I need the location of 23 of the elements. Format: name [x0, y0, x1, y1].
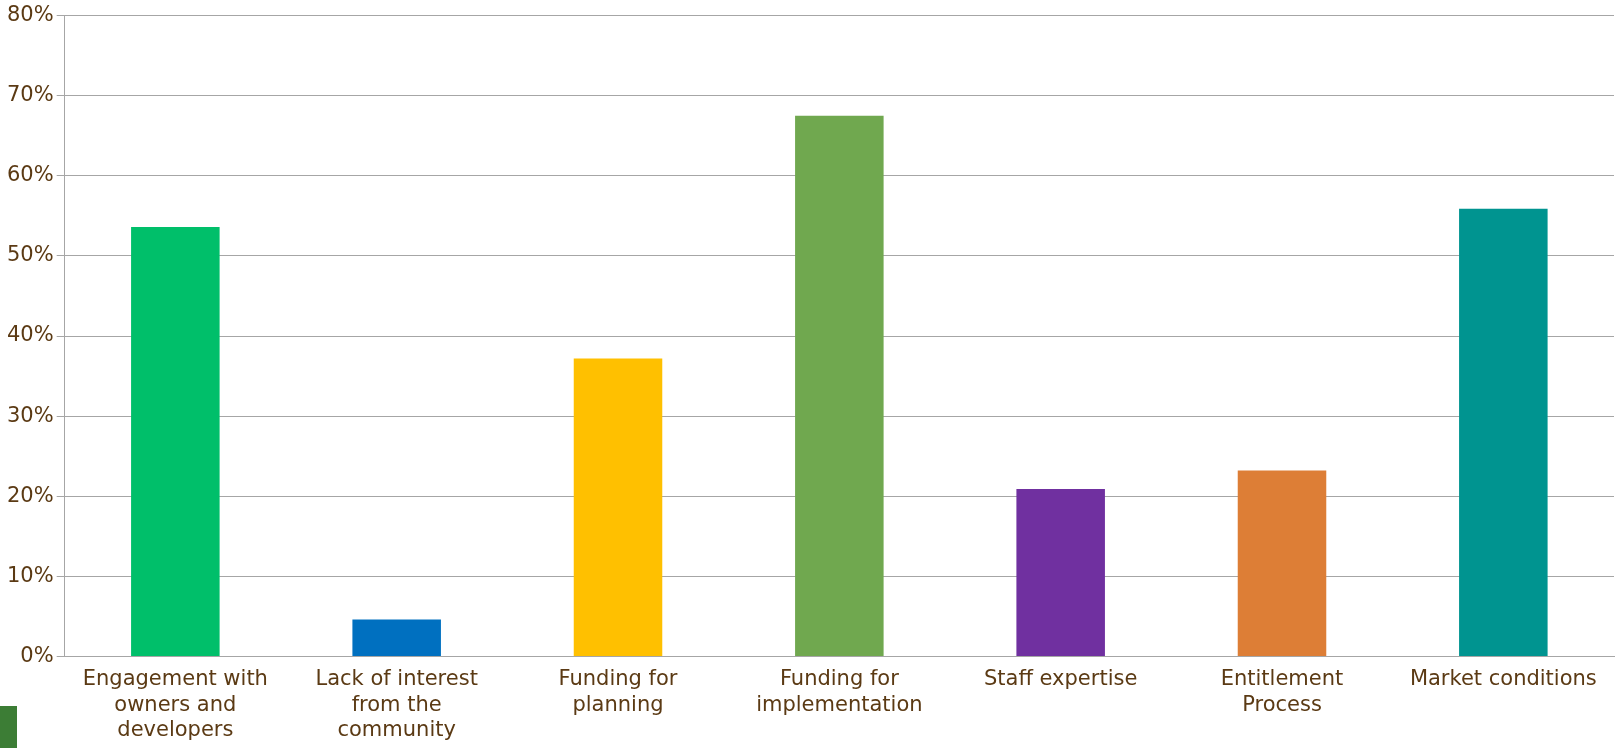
x-tick-label: Engagement with owners and developers [82, 666, 268, 741]
x-tick-label: Market conditions [1409, 666, 1597, 691]
y-tick-label: 80% [6, 2, 54, 27]
x-tick-label: Funding for planning [558, 666, 678, 716]
y-tick-label: 50% [6, 242, 54, 267]
y-tick-label: 10% [6, 562, 54, 587]
y-tick-label: 40% [6, 322, 54, 347]
y-tick-label: 60% [6, 162, 54, 187]
bar [1459, 208, 1548, 656]
bar [131, 227, 220, 656]
bar [1237, 470, 1327, 656]
y-tick-label: 30% [6, 402, 54, 427]
x-tick-label: Lack of interest from the community [315, 666, 478, 741]
bar [352, 619, 441, 656]
y-tick-label: 20% [6, 482, 54, 507]
x-tick-label: Funding for implementation [756, 666, 923, 716]
x-tick-label: Entitlement Process [1220, 666, 1344, 716]
bar [795, 115, 884, 656]
y-tick-label: 0% [20, 642, 54, 667]
x-tick-label: Staff expertise [983, 666, 1138, 691]
bar [1016, 488, 1105, 656]
bar [573, 358, 663, 656]
y-tick-label: 70% [6, 82, 54, 107]
